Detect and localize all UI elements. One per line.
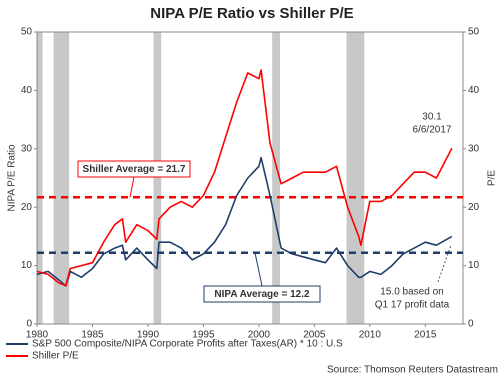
y-axis-label: NIPA P/E Ratio — [7, 144, 18, 212]
source-note: Source: Thomson Reuters Datastream — [327, 365, 498, 376]
annotation-box — [77, 160, 191, 178]
y-tick-label: 10 — [21, 260, 33, 271]
annotation-text: 6/6/2017 — [413, 125, 452, 136]
series-line — [36, 69, 453, 287]
y2-tick-label: 0 — [468, 319, 474, 330]
x-tick-label: 1995 — [192, 330, 215, 341]
series-line — [36, 156, 453, 287]
y-tick-label: 20 — [21, 202, 33, 213]
recession-band — [37, 32, 43, 324]
legend-label: Shiller P/E — [32, 351, 79, 362]
annotation-box — [203, 285, 321, 303]
annotation-text: Q1 17 profit data — [375, 300, 450, 311]
x-tick-label: 1990 — [137, 330, 160, 341]
reference-label: NIPA Average = 12.2 — [214, 289, 310, 300]
reference-label: Shiller Average = 21.7 — [83, 164, 186, 175]
y2-tick-label: 10 — [468, 260, 480, 271]
annotation-arrow — [254, 252, 263, 287]
annotation-arrow — [129, 176, 135, 198]
y-tick-label: 40 — [21, 85, 33, 96]
y2-tick-label: 50 — [468, 27, 480, 38]
y-tick-label: 30 — [21, 143, 33, 154]
x-tick-label: 2000 — [248, 330, 271, 341]
x-tick-label: 2010 — [359, 330, 382, 341]
chart-title: NIPA P/E Ratio vs Shiller P/E — [150, 5, 353, 22]
recession-band — [272, 32, 280, 324]
x-tick-label: 1985 — [81, 330, 104, 341]
annotation-text: 15.0 based on — [380, 287, 443, 298]
annotation-text: 30.1 — [422, 112, 442, 123]
x-tick-label: 1980 — [26, 330, 49, 341]
recession-band — [153, 32, 162, 324]
y2-axis-label: P/E — [487, 170, 498, 186]
legend-label: S&P 500 Composite/NIPA Corporate Profits… — [32, 339, 343, 350]
x-tick-label: 2015 — [414, 330, 437, 341]
y2-tick-label: 40 — [468, 85, 480, 96]
y2-tick-label: 20 — [468, 202, 480, 213]
plot-frame — [36, 31, 464, 325]
recession-band — [346, 32, 365, 324]
y2-tick-label: 30 — [468, 143, 480, 154]
x-tick-label: 2005 — [303, 330, 326, 341]
y-tick-label: 50 — [21, 27, 33, 38]
recession-band — [53, 32, 70, 324]
y-tick-label: 0 — [26, 319, 32, 330]
annotation-arrow — [437, 244, 452, 283]
